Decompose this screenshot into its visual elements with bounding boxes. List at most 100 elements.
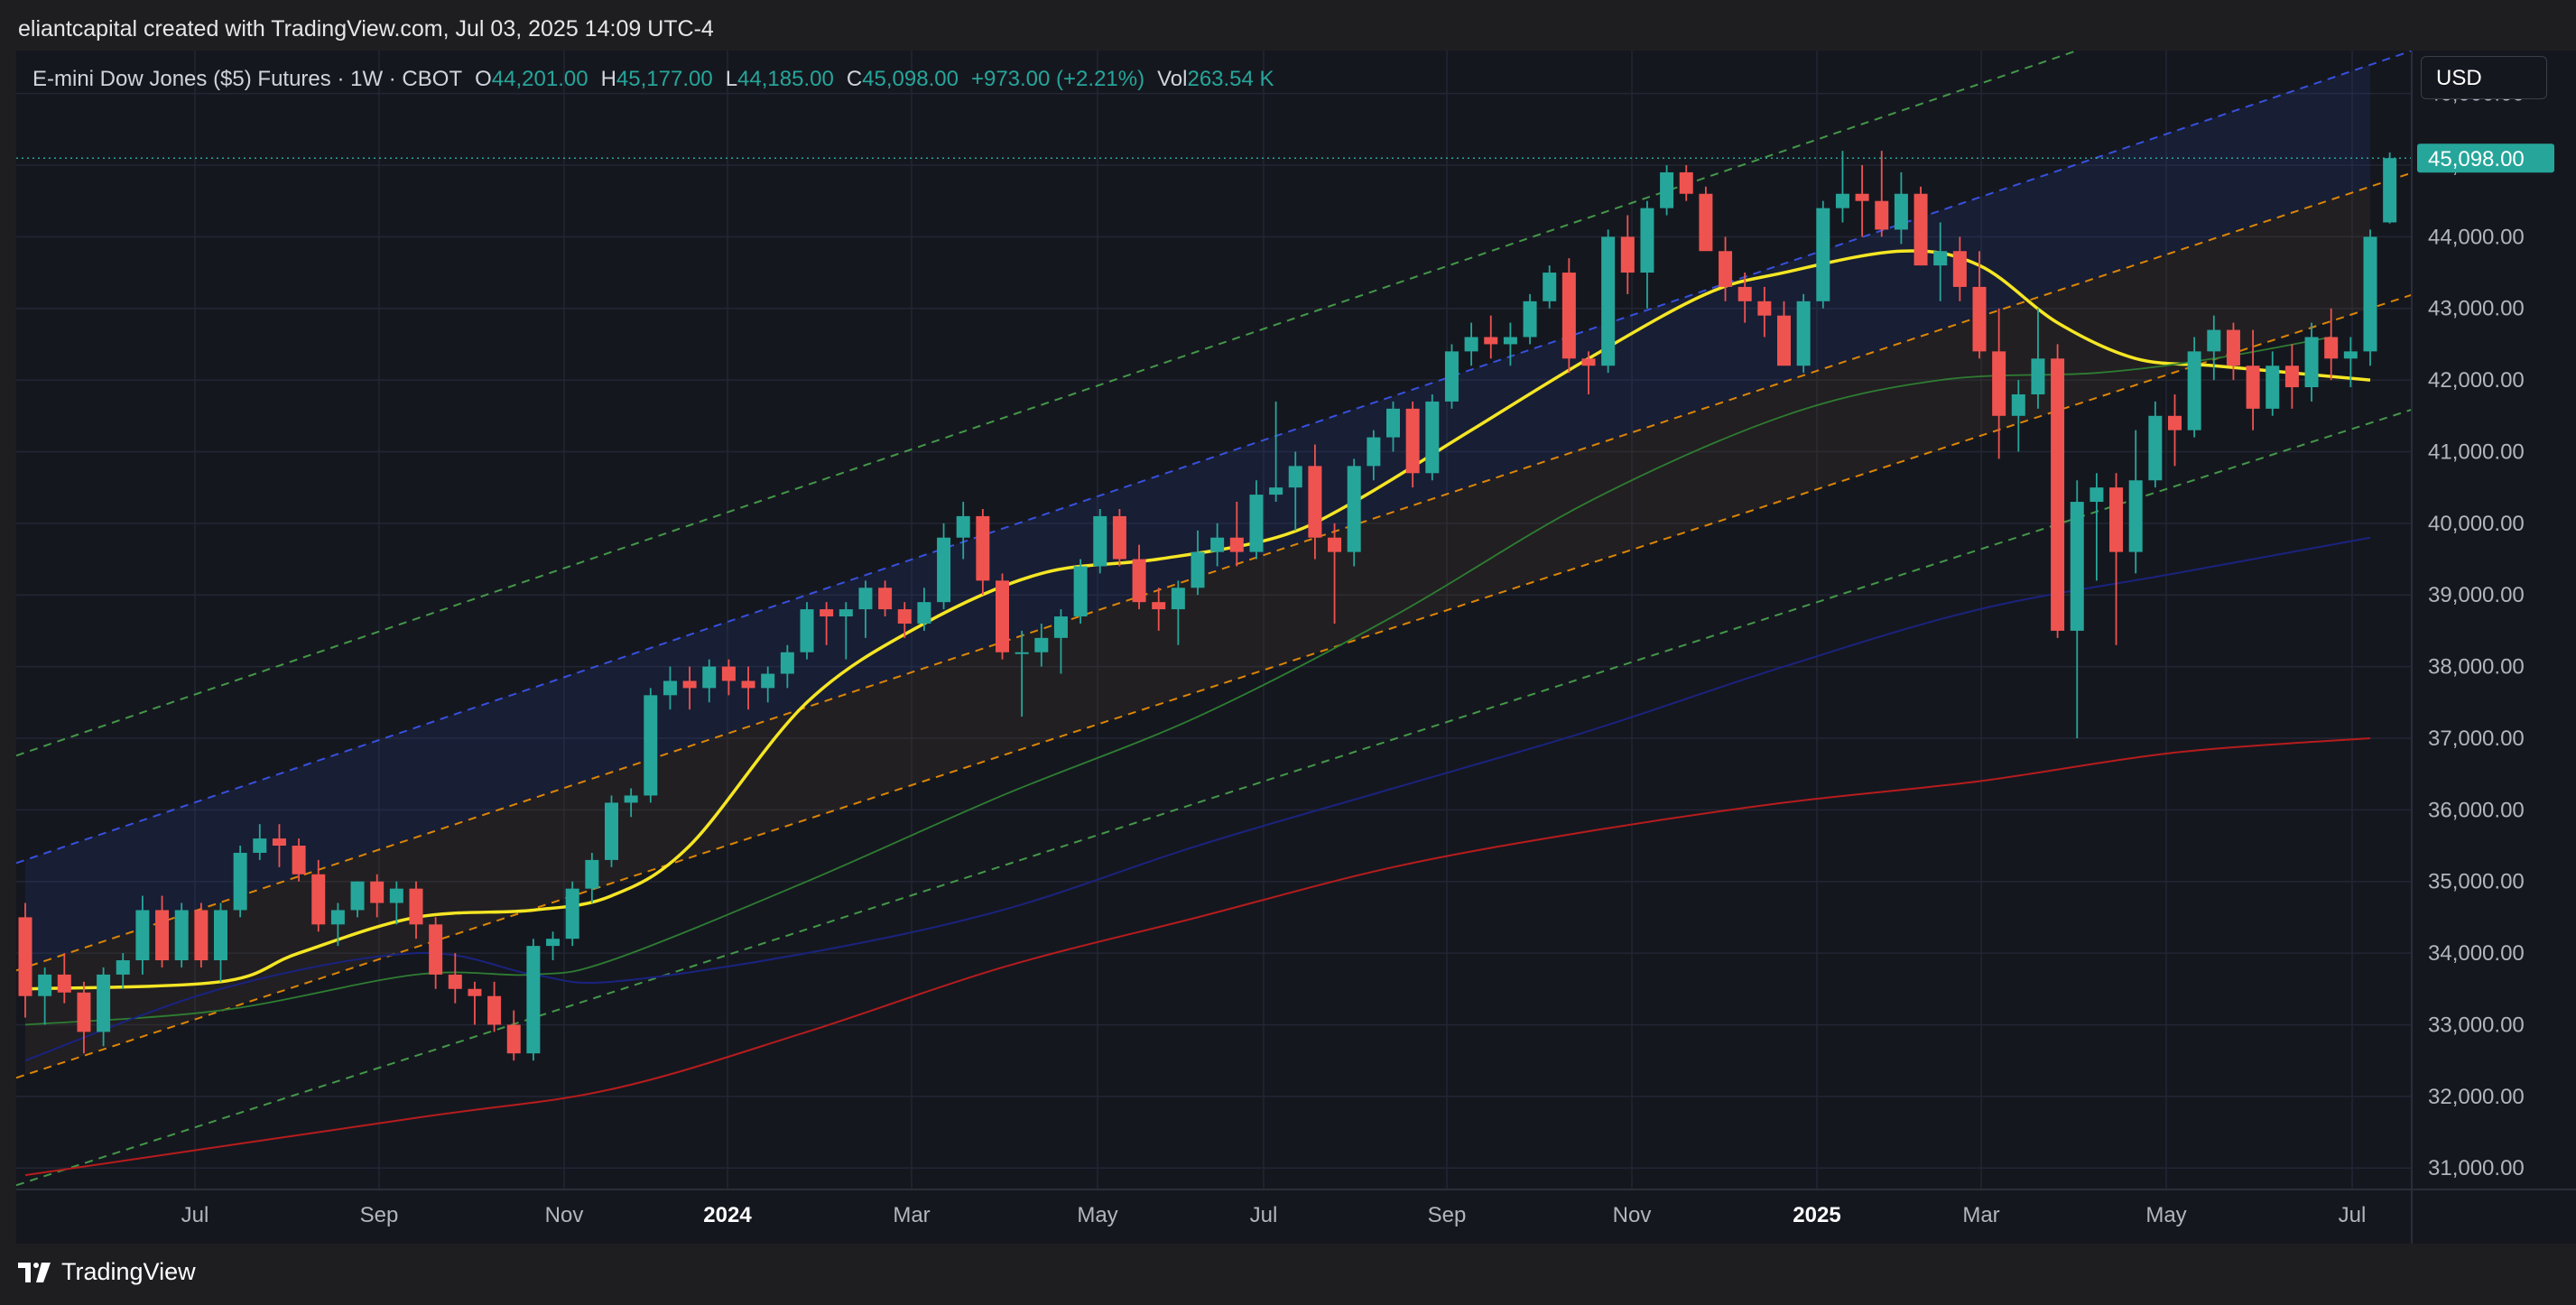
candle-up bbox=[1640, 208, 1654, 273]
candle-down bbox=[194, 910, 208, 961]
candle-up bbox=[233, 852, 247, 911]
candle-up bbox=[1034, 637, 1049, 652]
candle-up bbox=[761, 673, 775, 689]
channel-line-2 bbox=[16, 171, 2413, 972]
chart-caption: eliantcapital created with TradingView.c… bbox=[18, 16, 714, 42]
candle-down bbox=[1561, 273, 1576, 359]
low-label: L bbox=[725, 67, 738, 91]
candle-up bbox=[330, 910, 345, 925]
change-value: +973.00 (+2.21%) bbox=[970, 67, 1145, 91]
candle-down bbox=[292, 846, 306, 875]
candle-down bbox=[1679, 171, 1693, 194]
candle-down bbox=[1757, 301, 1772, 316]
candle-down bbox=[897, 609, 912, 624]
candle-down bbox=[1875, 200, 1889, 230]
candle-down bbox=[2051, 358, 2065, 631]
candle-up bbox=[1894, 193, 1908, 230]
x-tick-label: May bbox=[2145, 1203, 2186, 1227]
y-tick-label: 42,000.00 bbox=[2428, 368, 2525, 393]
candle-up bbox=[1053, 616, 1068, 638]
y-tick-label: 40,000.00 bbox=[2428, 512, 2525, 536]
candle-down bbox=[272, 838, 286, 847]
chart-area[interactable]: 46,000.0045,000.0044,000.0043,000.0042,0… bbox=[16, 51, 2576, 1244]
open-label: O bbox=[475, 67, 492, 91]
top-bar: eliantcapital created with TradingView.c… bbox=[0, 0, 2576, 51]
candle-up bbox=[1367, 437, 1381, 467]
bottom-bar bbox=[0, 1244, 2576, 1305]
volume-label: Vol bbox=[1157, 67, 1188, 91]
candle-down bbox=[1992, 351, 2006, 416]
candle-up bbox=[1444, 351, 1459, 402]
candle-up bbox=[2090, 487, 2104, 503]
x-tick-label: 2025 bbox=[1793, 1203, 1840, 1227]
candle-down bbox=[2226, 329, 2240, 366]
y-tick-label: 32,000.00 bbox=[2428, 1085, 2525, 1109]
candle-down bbox=[1112, 515, 1126, 560]
candle-down bbox=[409, 888, 423, 925]
candle-up bbox=[1249, 495, 1264, 552]
moving-average-line-3 bbox=[24, 736, 2371, 1177]
candle-up bbox=[389, 888, 403, 903]
candle-up bbox=[214, 910, 227, 961]
candle-up bbox=[1601, 236, 1616, 366]
price-chart-svg[interactable]: 46,000.0045,000.0044,000.0043,000.0042,0… bbox=[16, 51, 2576, 1244]
candle-down bbox=[18, 917, 32, 996]
candle-up bbox=[2070, 502, 2084, 631]
y-tick-label: 36,000.00 bbox=[2428, 798, 2525, 822]
brand[interactable]: TradingView bbox=[18, 1258, 196, 1286]
candle-down bbox=[487, 995, 502, 1025]
candle-up bbox=[858, 588, 873, 610]
candle-up bbox=[1386, 408, 1400, 438]
candle-down bbox=[741, 680, 755, 689]
candle-down bbox=[1152, 602, 1166, 610]
candle-down bbox=[1719, 251, 1733, 287]
candle-down bbox=[1737, 286, 1752, 301]
candle-up bbox=[526, 946, 541, 1054]
candle-up bbox=[2128, 480, 2143, 552]
currency-button[interactable]: USD bbox=[2421, 56, 2547, 99]
candle-up bbox=[135, 910, 150, 961]
candle-down bbox=[1620, 236, 1635, 273]
candle-up bbox=[1210, 537, 1225, 552]
candle-down bbox=[1581, 358, 1596, 366]
candle-down bbox=[2109, 487, 2124, 552]
channel-line-1 bbox=[16, 51, 2413, 865]
x-tick-label: Sep bbox=[1428, 1203, 1467, 1227]
candle-up bbox=[2207, 329, 2221, 352]
moving-average-line-2 bbox=[24, 536, 2371, 1062]
candle-up bbox=[253, 838, 267, 853]
symbol-title: E-mini Dow Jones ($5) Futures · 1W · CBO… bbox=[32, 67, 463, 91]
close-value: 45,098.00 bbox=[862, 67, 959, 91]
candle-up bbox=[2031, 358, 2045, 394]
candle-down bbox=[57, 974, 71, 993]
price-axis-background bbox=[2412, 51, 2576, 1244]
candle-up bbox=[780, 652, 794, 674]
candle-down bbox=[1952, 251, 1967, 287]
candle-up bbox=[1015, 652, 1029, 654]
candle-up bbox=[644, 695, 658, 796]
candle-up bbox=[1288, 466, 1302, 488]
candle-down bbox=[996, 580, 1009, 652]
channel-line-4 bbox=[16, 408, 2413, 1187]
candle-up bbox=[1933, 251, 1948, 266]
candle-up bbox=[624, 795, 638, 803]
symbol-legend: E-mini Dow Jones ($5) Futures · 1W · CBO… bbox=[32, 67, 1274, 92]
candle-down bbox=[2324, 337, 2339, 359]
y-tick-label: 41,000.00 bbox=[2428, 440, 2525, 464]
candle-up bbox=[1816, 208, 1830, 301]
candle-up bbox=[97, 974, 111, 1032]
open-value: 44,201.00 bbox=[491, 67, 588, 91]
candle-down bbox=[1699, 193, 1713, 252]
candle-down bbox=[2168, 415, 2182, 430]
x-tick-label: Mar bbox=[893, 1203, 930, 1227]
candle-down bbox=[1484, 337, 1498, 345]
candle-down bbox=[682, 680, 697, 689]
candle-up bbox=[1660, 171, 1674, 208]
candle-down bbox=[1855, 193, 1869, 201]
low-value: 44,185.00 bbox=[737, 67, 834, 91]
y-tick-label: 35,000.00 bbox=[2428, 870, 2525, 894]
candle-up bbox=[116, 960, 130, 975]
last-price-label: 45,098.00 bbox=[2428, 147, 2525, 171]
candle-down bbox=[448, 974, 462, 989]
channel-line-3 bbox=[16, 293, 2413, 1079]
